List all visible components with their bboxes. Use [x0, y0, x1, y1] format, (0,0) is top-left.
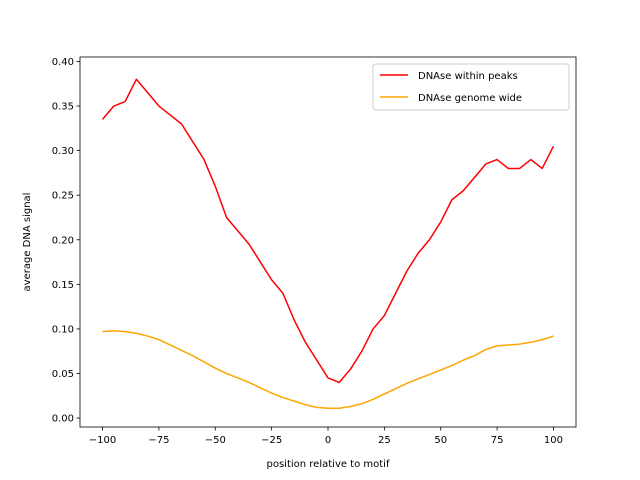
- x-axis-label: position relative to motif: [267, 459, 390, 470]
- y-tick-label: 0.30: [52, 146, 74, 157]
- x-tick-label: −100: [89, 435, 116, 446]
- axes-layer: −100 −75 −50 −25 0 25 50 75 100 0.00 0.05 0.10 0.15 0…: [52, 56, 577, 446]
- y-tick-label: 0.25: [52, 191, 74, 202]
- legend-box: [372, 63, 570, 111]
- series-line-dnase-within-peaks: [101, 78, 555, 384]
- x-tick-label: −75: [148, 435, 169, 446]
- y-tick-label: 0.00: [52, 414, 74, 425]
- legend-label-dnase-genome-wide: DNAse genome wide: [418, 93, 522, 104]
- series-layer: [101, 78, 555, 410]
- y-tick-label: 0.40: [52, 57, 74, 68]
- y-tick-label: 0.15: [52, 280, 74, 291]
- y-axis-label: average DNA signal: [22, 193, 33, 292]
- x-tick-label: 25: [378, 435, 391, 446]
- series-line-dnase-genome-wide: [102, 329, 554, 410]
- x-tick-label: 100: [544, 435, 563, 446]
- plot-area: [80, 57, 576, 427]
- x-tick-label: 50: [434, 435, 447, 446]
- x-tick-label: 75: [491, 435, 504, 446]
- legend: DNAse within peaks DNAse genome wide: [372, 63, 570, 111]
- x-tick-label: −50: [205, 435, 226, 446]
- y-tick-label: 0.05: [52, 369, 74, 380]
- y-tick-label: 0.20: [52, 235, 74, 246]
- y-tick-label: 0.35: [52, 102, 74, 113]
- legend-label-dnase-within-peaks: DNAse within peaks: [418, 71, 518, 82]
- x-tick-label: 0: [325, 435, 331, 446]
- x-tick-label: −25: [261, 435, 282, 446]
- y-tick-label: 0.10: [52, 324, 74, 335]
